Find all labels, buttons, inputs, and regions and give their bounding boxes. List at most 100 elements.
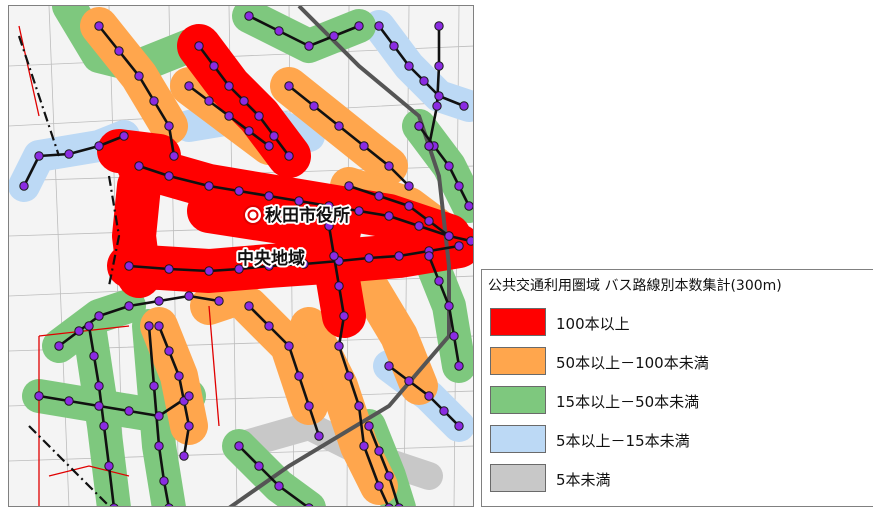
bus-stop-marker xyxy=(304,41,314,51)
legend-label: 5本以上－15本未満 xyxy=(556,432,690,450)
bus-stop-marker xyxy=(354,401,364,411)
bus-stop-marker xyxy=(444,161,454,171)
bus-stop-marker xyxy=(329,251,339,261)
bus-stop-marker xyxy=(354,206,364,216)
bus-stop-marker xyxy=(334,121,344,131)
bus-stop-marker xyxy=(154,441,164,451)
bus-stop-marker xyxy=(284,81,294,91)
bus-stop-marker xyxy=(419,76,429,86)
dashed-roads xyxy=(17,35,121,506)
bus-stop-marker xyxy=(99,421,109,431)
bus-stop-marker xyxy=(329,31,339,41)
bus-stop-marker xyxy=(374,481,384,491)
bus-stop-marker xyxy=(404,201,414,211)
district-label: 中央地域 xyxy=(237,248,305,269)
legend-item-under-5: 5本未満 xyxy=(490,464,870,494)
legend-item-5-to-15: 5本以上－15本未満 xyxy=(490,425,870,455)
legend-swatch xyxy=(490,425,546,453)
bus-stop-marker xyxy=(209,61,219,71)
bus-stop-marker xyxy=(424,251,434,261)
bus-stop-marker xyxy=(274,26,284,36)
bus-stop-marker xyxy=(314,431,324,441)
bus-stop-marker xyxy=(434,61,444,71)
legend-title: 公共交通利用圏域 バス路線別本数集計(300m) xyxy=(488,278,782,294)
legend-swatch xyxy=(490,308,546,336)
bus-stop-marker xyxy=(466,236,473,246)
bus-stop-marker xyxy=(179,451,189,461)
bus-stop-marker xyxy=(89,351,99,361)
bus-stop-marker xyxy=(194,41,204,51)
bus-stop-marker xyxy=(264,261,274,271)
bus-stop-marker xyxy=(304,503,314,506)
bus-stop-marker xyxy=(254,111,264,121)
bus-stop-marker xyxy=(294,196,304,206)
bus-stop-marker xyxy=(94,311,104,321)
legend-item-15-to-50: 15本以上－50本未満 xyxy=(490,386,870,416)
legend-label: 50本以上－100本未満 xyxy=(556,354,709,372)
bus-route-line xyxy=(137,164,473,243)
bus-stop-marker xyxy=(339,311,349,321)
bus-stop-marker xyxy=(154,296,164,306)
bus-stop-marker xyxy=(394,503,404,506)
bus-stop-marker xyxy=(154,321,164,331)
bus-stop-marker xyxy=(414,121,424,131)
bus-stop-marker xyxy=(269,131,279,141)
bus-stop-marker xyxy=(164,264,174,274)
bus-stop-marker xyxy=(149,96,159,106)
bus-stop-marker xyxy=(344,371,354,381)
bus-stop-marker xyxy=(124,406,134,416)
legend-swatch xyxy=(490,386,546,414)
bus-stops xyxy=(19,11,473,506)
bus-stop-marker xyxy=(459,101,469,111)
city-hall-marker xyxy=(243,205,263,225)
bus-stop-marker xyxy=(384,161,394,171)
bus-stop-marker xyxy=(184,421,194,431)
legend-label: 5本未満 xyxy=(556,471,611,489)
bus-stop-marker xyxy=(144,321,154,331)
bus-stop-marker xyxy=(294,371,304,381)
bus-stop-marker xyxy=(64,396,74,406)
bus-stop-marker xyxy=(244,126,254,136)
bus-stop-marker xyxy=(214,296,224,306)
bus-stop-marker xyxy=(434,91,444,101)
bus-stop-marker xyxy=(404,181,414,191)
bus-stop-marker xyxy=(334,281,344,291)
bus-stop-marker xyxy=(164,346,174,356)
bus-stop-marker xyxy=(134,161,144,171)
bus-stop-marker xyxy=(444,301,454,311)
bus-stop-marker xyxy=(174,371,184,381)
bus-coverage-map: 秋田市役所 中央地域 xyxy=(8,5,474,507)
bus-stop-marker xyxy=(424,391,434,401)
bus-stop-marker xyxy=(54,341,64,351)
bus-stop-marker xyxy=(309,101,319,111)
bus-stop-marker xyxy=(204,266,214,276)
bus-route-line xyxy=(97,24,176,158)
bus-stop-marker xyxy=(434,276,444,286)
bus-stop-marker xyxy=(264,141,274,151)
bus-stop-marker xyxy=(359,141,369,151)
bus-stop-marker xyxy=(19,181,29,191)
bus-stop-marker xyxy=(274,481,284,491)
bus-stop-marker xyxy=(464,201,473,211)
bus-stop-marker xyxy=(384,211,394,221)
bus-stop-marker xyxy=(224,81,234,91)
bus-stop-marker xyxy=(204,96,214,106)
legend-swatch xyxy=(490,347,546,375)
bus-stop-marker xyxy=(454,241,464,251)
bus-stop-marker xyxy=(344,181,354,191)
bus-stop-marker xyxy=(74,326,84,336)
bus-stop-marker xyxy=(374,446,384,456)
legend-swatch xyxy=(490,464,546,492)
bus-stop-marker xyxy=(169,151,179,161)
bus-stop-marker xyxy=(134,71,144,81)
bus-stop-marker xyxy=(384,361,394,371)
bus-stop-marker xyxy=(204,181,214,191)
bus-stop-marker xyxy=(124,301,134,311)
bus-stop-marker xyxy=(354,21,364,31)
bus-stop-marker xyxy=(244,11,254,21)
bus-stop-marker xyxy=(424,216,434,226)
bus-stop-marker xyxy=(454,421,464,431)
bus-stop-marker xyxy=(64,149,74,159)
legend-label: 100本以上 xyxy=(556,315,630,333)
bus-stop-marker xyxy=(184,391,194,401)
